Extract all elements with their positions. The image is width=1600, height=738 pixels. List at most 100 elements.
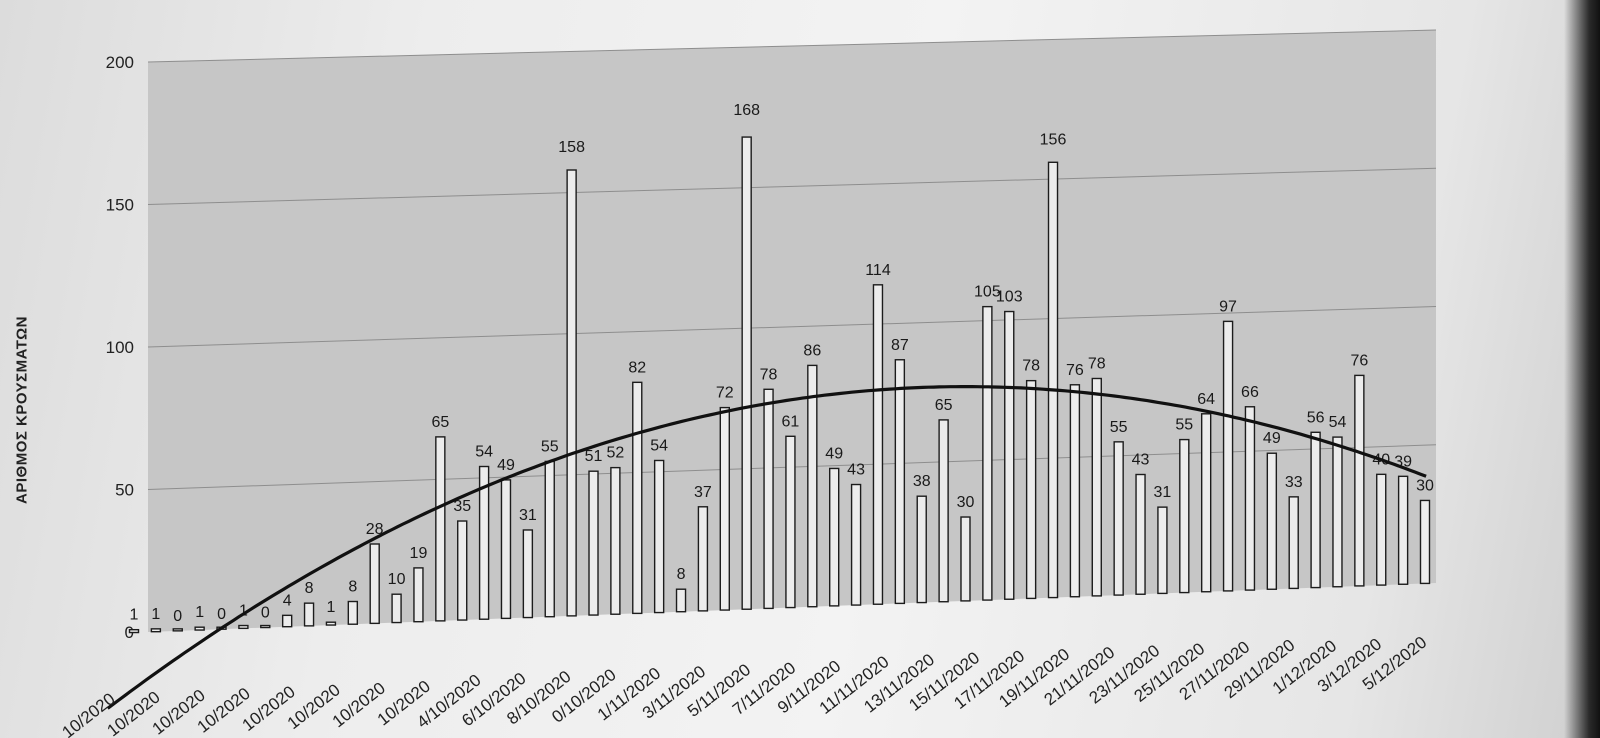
data-label: 103: [996, 289, 1023, 306]
data-label: 55: [1110, 419, 1128, 436]
data-label: 64: [1197, 391, 1215, 408]
bar: [872, 284, 884, 605]
bar: [763, 388, 774, 610]
data-label: 87: [891, 337, 909, 354]
bar: [238, 624, 249, 630]
bar: [1135, 473, 1146, 595]
data-label: 51: [585, 448, 603, 465]
data-label: 55: [1175, 417, 1193, 434]
bar: [128, 628, 140, 634]
data-label: 28: [366, 521, 384, 538]
bar: [325, 621, 337, 626]
data-label: 49: [825, 445, 843, 462]
bar: [522, 529, 534, 619]
bar: [1354, 374, 1365, 587]
bar: [960, 516, 971, 602]
data-label: 8: [305, 580, 314, 597]
bar: [347, 600, 359, 625]
data-label: 168: [733, 102, 760, 119]
bar: [1047, 161, 1059, 599]
data-label: 30: [957, 494, 975, 511]
data-label: 33: [1285, 474, 1303, 491]
data-label: 55: [541, 438, 559, 455]
bar: [653, 459, 665, 614]
data-label: 66: [1241, 384, 1259, 401]
bar: [632, 381, 643, 615]
bar: [260, 624, 271, 629]
bar: [369, 543, 380, 625]
data-label: 97: [1219, 298, 1237, 315]
data-label: 114: [865, 262, 891, 279]
bar: [697, 506, 709, 612]
data-label: 0: [173, 608, 182, 625]
bar: [829, 467, 840, 607]
bar: [1004, 310, 1015, 600]
bar: [1244, 406, 1256, 591]
data-label: 61: [782, 413, 800, 430]
page-edge-shadow: [1564, 0, 1600, 738]
data-label: 1: [239, 603, 248, 620]
bar: [675, 588, 687, 613]
data-label: 1: [326, 599, 335, 616]
bar: [1157, 506, 1168, 595]
bar: [413, 567, 424, 623]
bar: [1025, 379, 1037, 600]
bar: [894, 359, 906, 605]
bar: [1310, 431, 1321, 589]
bar: [500, 479, 512, 620]
data-label: 37: [694, 484, 712, 501]
data-label: 30: [1416, 477, 1434, 494]
bar: [1266, 452, 1278, 590]
data-label: 78: [760, 366, 778, 383]
gridline: [147, 306, 1437, 348]
bar: [566, 169, 577, 617]
bar: [150, 628, 162, 633]
data-label: 8: [677, 566, 686, 583]
data-label: 0: [217, 606, 226, 623]
data-label: 1: [151, 606, 160, 623]
y-tick-label: 150: [106, 196, 134, 215]
data-label: 1: [130, 607, 139, 624]
gridline: [147, 29, 1437, 63]
data-label: 8: [348, 579, 357, 596]
data-label: 1: [195, 604, 204, 621]
bar: [785, 435, 796, 609]
bar: [1376, 473, 1387, 586]
y-tick-label: 100: [106, 338, 134, 357]
bar: [1179, 438, 1190, 594]
bar: [1113, 441, 1124, 596]
data-label: 82: [628, 359, 646, 376]
bar: [719, 406, 730, 611]
bar: [588, 470, 599, 616]
data-label: 10: [388, 571, 406, 588]
data-label: 49: [1263, 430, 1281, 447]
bar: [544, 460, 555, 618]
data-label: 72: [716, 385, 734, 402]
data-label: 0: [261, 605, 270, 622]
bar: [1332, 436, 1343, 588]
data-label: 4: [283, 592, 292, 609]
data-label: 156: [1040, 131, 1067, 148]
bar: [478, 465, 490, 620]
bar: [807, 364, 818, 608]
bar: [916, 495, 927, 604]
bar: [982, 305, 993, 601]
data-label: 54: [650, 437, 668, 454]
data-label: 35: [453, 498, 471, 515]
bar: [172, 628, 183, 632]
bar: [850, 483, 862, 606]
chart-content: 0501001502001101010481828101965355449315…: [59, 29, 1437, 738]
bar: [1419, 499, 1431, 585]
data-label: 105: [974, 284, 1001, 301]
data-label: 76: [1350, 352, 1368, 369]
data-label: 54: [475, 444, 493, 461]
data-label: 49: [497, 457, 515, 474]
bar: [435, 436, 446, 622]
data-label: 78: [1088, 355, 1106, 372]
bar: [391, 593, 402, 624]
data-label: 31: [1154, 484, 1172, 501]
gridline: [147, 167, 1437, 205]
bar: [1200, 413, 1212, 593]
data-label: 86: [803, 342, 821, 359]
bar: [1397, 475, 1409, 585]
